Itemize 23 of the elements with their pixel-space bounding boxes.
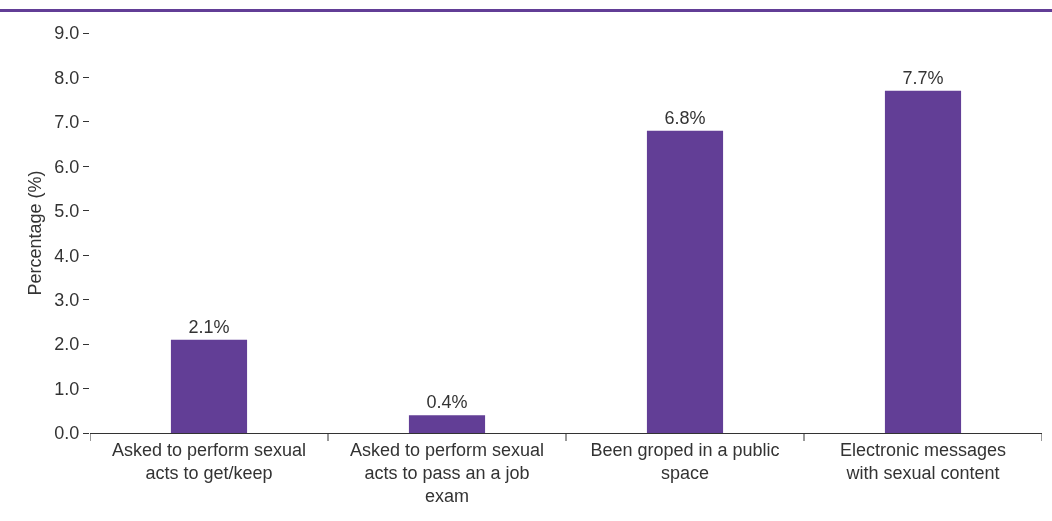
y-tick-label: 3.0 xyxy=(54,289,80,310)
y-tick-label: 0.0 xyxy=(54,423,80,444)
x-tick-label: Asked to perform sexual acts to get/keep xyxy=(111,439,307,483)
x-tick-label: Been groped in a public space xyxy=(590,439,780,483)
bar xyxy=(884,90,962,433)
bar xyxy=(408,415,486,433)
data-label: 6.8% xyxy=(664,107,706,128)
y-tick-label: 7.0 xyxy=(54,112,80,133)
y-tick-label: 8.0 xyxy=(54,67,80,88)
bar xyxy=(646,130,724,433)
bar xyxy=(170,339,248,433)
y-tick-label: 2.0 xyxy=(54,334,80,355)
data-label: 7.7% xyxy=(902,67,944,88)
x-tick-label: Electronic messages with sexual content xyxy=(839,439,1007,483)
y-tick-label: 1.0 xyxy=(54,378,80,399)
y-tick-label: 4.0 xyxy=(54,245,80,266)
y-tick-label: 5.0 xyxy=(54,201,80,222)
y-axis-title: Percentage (%) xyxy=(24,170,45,296)
y-tick-label: 6.0 xyxy=(54,156,80,177)
y-tick-label: 9.0 xyxy=(54,23,80,44)
x-tick-label: Asked to perform sexual acts to pass an a job exam xyxy=(349,439,545,507)
data-label: 2.1% xyxy=(188,316,230,337)
data-label: 0.4% xyxy=(426,392,468,413)
